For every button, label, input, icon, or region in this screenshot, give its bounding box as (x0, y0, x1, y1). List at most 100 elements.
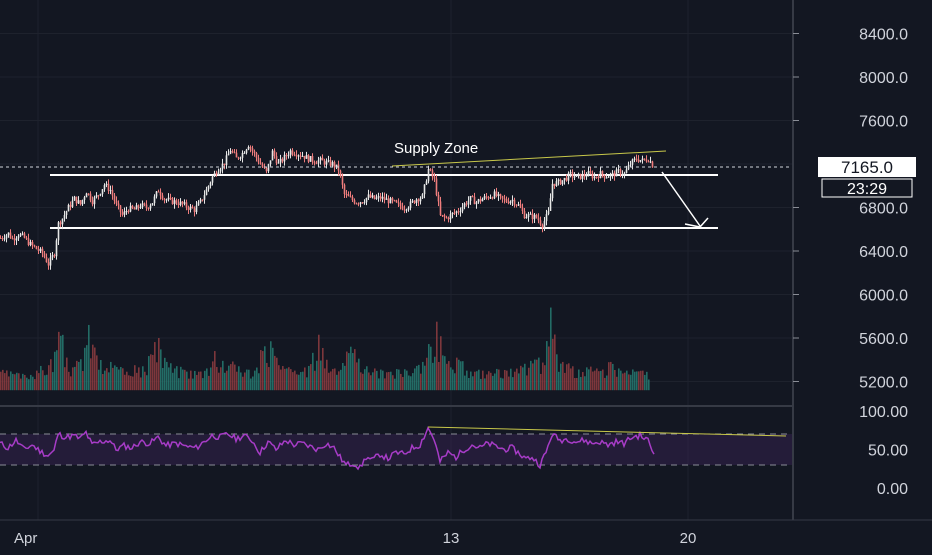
volume-bar (418, 364, 420, 391)
volume-bar (442, 355, 444, 391)
candle-body (87, 193, 90, 195)
candle-body (273, 150, 276, 157)
candle-body (585, 176, 588, 178)
volume-bar (580, 376, 582, 391)
candle-body (133, 208, 136, 210)
volume-bar (248, 369, 250, 391)
volume-bar (344, 365, 346, 391)
candle-body (523, 211, 526, 219)
supply-zone-trendline[interactable] (391, 150, 667, 167)
candle-body (223, 163, 226, 166)
candle-body (425, 181, 428, 185)
supply-zone-label: Supply Zone (394, 140, 478, 157)
candle-body (221, 163, 224, 170)
volume-bar (452, 369, 454, 391)
candle-body (23, 233, 26, 238)
candle-body (339, 170, 342, 177)
candle-body (299, 155, 302, 157)
volume-bar (622, 373, 624, 391)
last-price-text: 7165.0 (841, 158, 893, 177)
candle-body (379, 196, 382, 199)
time-axis[interactable] (0, 520, 932, 550)
candle-body (525, 217, 528, 219)
candle-body (45, 257, 48, 263)
candle-body (63, 215, 66, 219)
candle-body (319, 157, 322, 161)
volume-bar (480, 378, 482, 391)
volume-bar (76, 360, 78, 391)
candle-body (519, 204, 522, 208)
price-scale[interactable] (793, 0, 932, 550)
volume-bar (550, 307, 552, 391)
volume-bar (534, 359, 536, 391)
volume-bar (386, 372, 388, 391)
candle-body (215, 173, 218, 175)
volume-bar (64, 367, 66, 391)
volume-bar (478, 369, 480, 391)
volume-bar (284, 368, 286, 391)
volume-bar (306, 377, 308, 391)
volume-bar (366, 366, 368, 391)
volume-bar (500, 377, 502, 391)
y-tick-label: 5200.0 (859, 375, 908, 392)
candle-body (225, 155, 228, 166)
volume-bar (594, 370, 596, 391)
candle-body (623, 172, 626, 175)
candle-body (197, 202, 200, 206)
volume-bar (22, 373, 24, 391)
volume-bar (134, 365, 136, 391)
rsi-trendline[interactable] (427, 426, 787, 437)
volume-bar (618, 368, 620, 391)
volume-bar (150, 354, 152, 391)
candle-body (371, 195, 374, 198)
candle-body (349, 196, 352, 198)
rsi-tick-label: 0.00 (877, 481, 908, 498)
volume-bar (536, 359, 538, 391)
volume-bar (42, 370, 44, 391)
volume-bar (182, 369, 184, 391)
volume-bar (346, 351, 348, 391)
volume-bar (268, 367, 270, 391)
volume-bar (162, 368, 164, 391)
candle-body (599, 171, 602, 179)
volume-bar (216, 366, 218, 391)
candle-body (251, 148, 254, 152)
candle-body (105, 183, 108, 186)
candle-body (3, 238, 6, 240)
volume-bar (20, 378, 22, 391)
candle-body (619, 169, 622, 175)
candle-body (47, 262, 50, 266)
volume-histogram (0, 307, 650, 391)
y-tick-label: 6000.0 (859, 288, 908, 305)
candle-body (209, 182, 212, 186)
volume-bar (402, 376, 404, 391)
volume-bar (370, 375, 372, 391)
candle-body (49, 257, 52, 266)
volume-bar (506, 370, 508, 391)
projection-arrow-line[interactable] (661, 171, 701, 227)
volume-bar (34, 379, 36, 391)
volume-bar (290, 369, 292, 391)
volume-bar (444, 356, 446, 391)
candle-body (633, 158, 636, 160)
volume-bar (576, 377, 578, 391)
candle-body (457, 211, 460, 213)
candle-body (291, 150, 294, 155)
volume-bar (438, 361, 440, 391)
candle-body (331, 162, 334, 166)
volume-bar (524, 363, 526, 391)
volume-bar (256, 367, 258, 391)
candle-body (277, 162, 280, 164)
volume-bar (18, 373, 20, 391)
volume-bar (8, 376, 10, 391)
volume-bar (572, 366, 574, 391)
candle-body (89, 193, 92, 201)
candle-body (59, 222, 62, 225)
volume-bar (394, 378, 396, 391)
candle-body (387, 198, 390, 204)
candle-body (431, 170, 434, 177)
candle-body (159, 191, 162, 196)
candle-body (577, 173, 580, 175)
volume-bar (142, 366, 144, 391)
